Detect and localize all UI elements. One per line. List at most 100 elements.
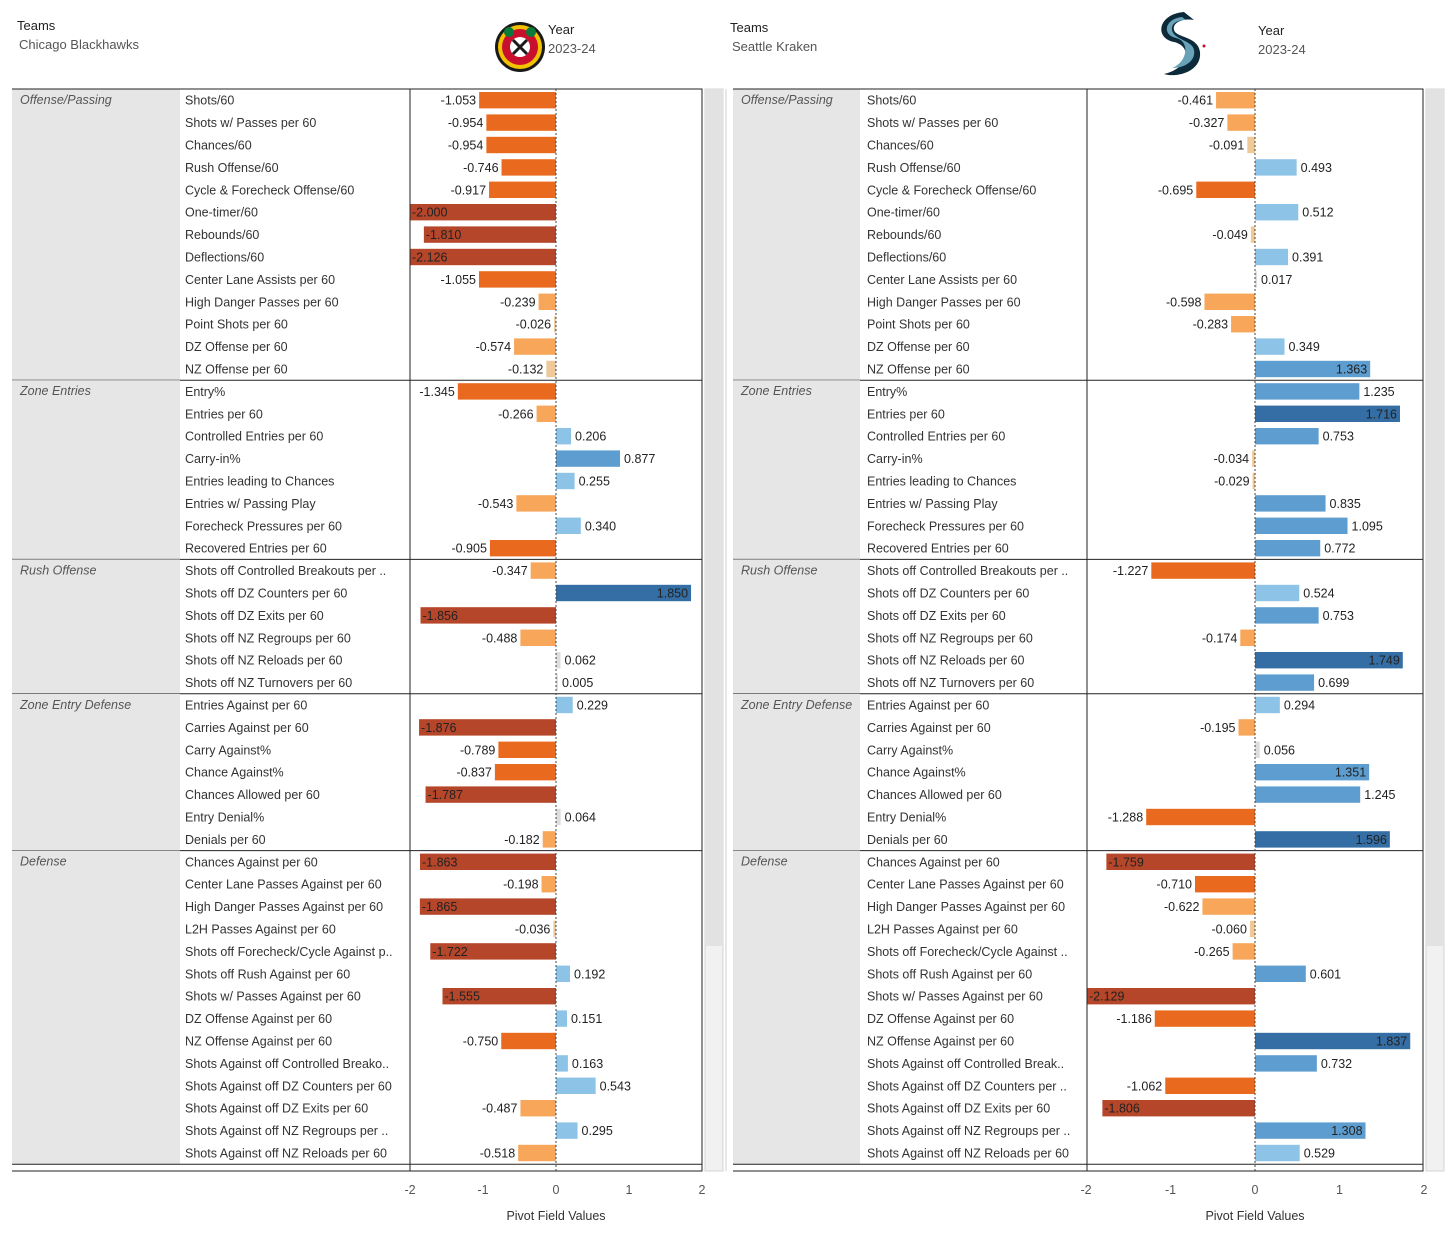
bar[interactable] bbox=[1255, 1144, 1300, 1162]
bar[interactable] bbox=[556, 584, 692, 602]
bar[interactable] bbox=[489, 540, 556, 557]
bar[interactable] bbox=[478, 271, 556, 288]
bar[interactable] bbox=[514, 338, 556, 355]
bar[interactable] bbox=[1255, 383, 1360, 400]
bar[interactable] bbox=[420, 853, 556, 870]
bar[interactable] bbox=[1204, 293, 1255, 310]
bar[interactable] bbox=[556, 965, 571, 982]
bar[interactable] bbox=[1255, 360, 1371, 378]
bar[interactable] bbox=[1106, 853, 1255, 870]
bar[interactable] bbox=[1231, 316, 1255, 333]
bar[interactable] bbox=[1154, 1010, 1255, 1027]
bar[interactable] bbox=[1196, 181, 1255, 198]
scrollbar-thumb[interactable] bbox=[1427, 90, 1443, 946]
bar[interactable] bbox=[556, 1077, 596, 1094]
bar[interactable] bbox=[536, 405, 556, 422]
bar[interactable] bbox=[1255, 204, 1299, 221]
bar[interactable] bbox=[1249, 920, 1255, 938]
bar[interactable] bbox=[457, 383, 556, 400]
bar[interactable] bbox=[1255, 652, 1403, 669]
bar[interactable] bbox=[1165, 1077, 1255, 1094]
bar[interactable] bbox=[520, 629, 556, 646]
left-year-filter[interactable]: Year 2023-24 bbox=[548, 22, 596, 56]
bar[interactable] bbox=[556, 450, 621, 467]
bar[interactable] bbox=[538, 293, 556, 310]
right-year-filter[interactable]: Year 2023-24 bbox=[1258, 23, 1306, 57]
bar[interactable] bbox=[423, 226, 556, 243]
bar[interactable] bbox=[1232, 943, 1255, 960]
bar[interactable] bbox=[1255, 428, 1319, 445]
bar[interactable] bbox=[425, 786, 556, 803]
bar[interactable] bbox=[1255, 159, 1297, 176]
bar[interactable] bbox=[1255, 517, 1348, 534]
bar[interactable] bbox=[520, 1100, 556, 1117]
bar[interactable] bbox=[556, 1010, 568, 1027]
bar[interactable] bbox=[479, 92, 556, 109]
bar[interactable] bbox=[1255, 338, 1285, 355]
bar[interactable] bbox=[556, 428, 572, 445]
bar[interactable] bbox=[419, 898, 556, 915]
bar[interactable] bbox=[1238, 719, 1255, 736]
bar[interactable] bbox=[410, 204, 556, 221]
bar[interactable] bbox=[1255, 405, 1401, 422]
bar[interactable] bbox=[1240, 629, 1255, 646]
bar[interactable] bbox=[556, 808, 561, 826]
bar[interactable] bbox=[553, 920, 556, 938]
bar[interactable] bbox=[1255, 831, 1390, 848]
bar[interactable] bbox=[556, 674, 558, 691]
bar[interactable] bbox=[1087, 988, 1255, 1005]
right-teams-filter[interactable]: Teams Seattle Kraken bbox=[730, 20, 817, 54]
scrollbar-thumb[interactable] bbox=[706, 90, 722, 946]
bar[interactable] bbox=[556, 1122, 578, 1139]
bar[interactable] bbox=[1255, 674, 1315, 691]
bar[interactable] bbox=[1255, 741, 1260, 758]
bar[interactable] bbox=[494, 764, 556, 781]
bar[interactable] bbox=[1255, 271, 1257, 288]
bar[interactable] bbox=[556, 652, 561, 669]
bar[interactable] bbox=[442, 988, 556, 1005]
bar[interactable] bbox=[1255, 786, 1361, 803]
bar[interactable] bbox=[489, 181, 556, 198]
bar[interactable] bbox=[1216, 92, 1255, 109]
bar[interactable] bbox=[486, 114, 556, 131]
bar[interactable] bbox=[541, 876, 556, 893]
bar[interactable] bbox=[556, 696, 573, 714]
bar[interactable] bbox=[1247, 136, 1255, 154]
bar[interactable] bbox=[546, 360, 556, 378]
bar[interactable] bbox=[1255, 584, 1300, 602]
bar[interactable] bbox=[518, 1144, 556, 1162]
bar[interactable] bbox=[1255, 696, 1280, 714]
bar[interactable] bbox=[498, 741, 556, 758]
bar[interactable] bbox=[1195, 876, 1255, 893]
bar[interactable] bbox=[1250, 226, 1255, 243]
bar[interactable] bbox=[1255, 607, 1319, 624]
bar[interactable] bbox=[1227, 114, 1255, 131]
bar[interactable] bbox=[556, 1055, 568, 1072]
bar[interactable] bbox=[556, 517, 581, 534]
bar[interactable] bbox=[1202, 898, 1255, 915]
bar[interactable] bbox=[1255, 1122, 1366, 1139]
bar[interactable] bbox=[430, 943, 556, 960]
bar[interactable] bbox=[420, 607, 556, 624]
bar[interactable] bbox=[410, 248, 556, 266]
bar[interactable] bbox=[1255, 965, 1306, 982]
bar[interactable] bbox=[1255, 1055, 1317, 1072]
bar[interactable] bbox=[501, 159, 556, 176]
bar[interactable] bbox=[501, 1032, 556, 1050]
bar[interactable] bbox=[1102, 1100, 1255, 1117]
bar[interactable] bbox=[1255, 540, 1321, 557]
bar[interactable] bbox=[554, 316, 557, 333]
bar[interactable] bbox=[1252, 472, 1255, 490]
left-teams-filter[interactable]: Teams Chicago Blackhawks bbox=[17, 18, 139, 52]
bar[interactable] bbox=[556, 472, 575, 490]
bar[interactable] bbox=[1255, 764, 1370, 781]
bar[interactable] bbox=[542, 831, 556, 848]
bar[interactable] bbox=[1151, 562, 1255, 579]
bar[interactable] bbox=[530, 562, 556, 579]
bar[interactable] bbox=[516, 495, 556, 512]
bar[interactable] bbox=[1255, 248, 1289, 266]
bar[interactable] bbox=[1255, 495, 1326, 512]
bar[interactable] bbox=[1252, 450, 1255, 467]
bar[interactable] bbox=[1146, 808, 1255, 826]
bar[interactable] bbox=[486, 136, 556, 154]
